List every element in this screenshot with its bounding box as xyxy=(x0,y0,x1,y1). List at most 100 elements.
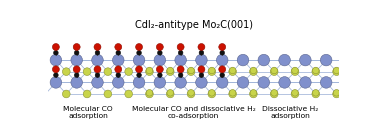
Circle shape xyxy=(196,54,207,66)
Circle shape xyxy=(312,68,320,75)
Circle shape xyxy=(54,73,58,77)
Circle shape xyxy=(175,77,186,88)
Circle shape xyxy=(73,43,80,50)
Circle shape xyxy=(71,77,82,88)
Circle shape xyxy=(154,54,166,66)
Circle shape xyxy=(136,66,143,73)
Circle shape xyxy=(71,54,82,66)
Circle shape xyxy=(333,67,340,74)
Circle shape xyxy=(83,68,91,75)
Circle shape xyxy=(292,90,298,96)
Circle shape xyxy=(95,50,100,55)
Circle shape xyxy=(116,73,121,77)
Circle shape xyxy=(158,50,162,55)
Circle shape xyxy=(104,68,112,75)
Circle shape xyxy=(158,73,162,77)
Text: CdI₂-antitype Mo₂C(001): CdI₂-antitype Mo₂C(001) xyxy=(135,20,253,30)
Circle shape xyxy=(54,50,58,55)
Circle shape xyxy=(321,77,332,88)
Circle shape xyxy=(219,66,226,73)
Circle shape xyxy=(92,77,103,88)
Circle shape xyxy=(249,90,257,98)
Circle shape xyxy=(166,68,174,75)
Circle shape xyxy=(250,90,257,96)
Circle shape xyxy=(270,68,278,75)
Circle shape xyxy=(136,43,143,50)
Circle shape xyxy=(217,54,228,66)
Circle shape xyxy=(146,67,153,74)
Circle shape xyxy=(229,68,237,75)
Circle shape xyxy=(209,90,215,96)
Circle shape xyxy=(271,90,277,96)
Text: Molecular CO and dissociative H₂
co-adsorption: Molecular CO and dissociative H₂ co-adso… xyxy=(132,106,256,119)
Circle shape xyxy=(92,54,103,66)
Circle shape xyxy=(279,77,290,88)
Circle shape xyxy=(196,77,207,88)
Circle shape xyxy=(209,67,215,74)
Circle shape xyxy=(291,90,299,98)
Circle shape xyxy=(237,54,249,66)
Circle shape xyxy=(146,90,153,96)
Circle shape xyxy=(62,68,70,75)
Circle shape xyxy=(333,68,341,75)
Circle shape xyxy=(166,90,174,98)
Circle shape xyxy=(125,68,133,75)
Circle shape xyxy=(178,73,183,77)
Circle shape xyxy=(104,90,112,98)
Circle shape xyxy=(115,66,122,73)
Circle shape xyxy=(313,67,319,74)
Circle shape xyxy=(300,54,311,66)
Circle shape xyxy=(229,67,236,74)
Circle shape xyxy=(312,90,320,98)
Circle shape xyxy=(258,54,270,66)
Circle shape xyxy=(178,50,183,55)
Circle shape xyxy=(220,73,225,77)
Circle shape xyxy=(199,50,204,55)
Circle shape xyxy=(249,68,257,75)
Circle shape xyxy=(113,54,124,66)
Circle shape xyxy=(62,90,70,98)
Text: Molecular CO
adsorption: Molecular CO adsorption xyxy=(64,106,113,119)
Circle shape xyxy=(313,90,319,96)
Circle shape xyxy=(217,77,228,88)
Circle shape xyxy=(333,90,340,96)
Circle shape xyxy=(188,90,194,96)
Circle shape xyxy=(199,73,204,77)
Circle shape xyxy=(94,43,101,50)
Circle shape xyxy=(113,77,124,88)
Circle shape xyxy=(279,54,290,66)
Circle shape xyxy=(83,90,91,98)
Circle shape xyxy=(208,68,216,75)
Circle shape xyxy=(187,90,195,98)
Circle shape xyxy=(177,43,184,50)
Circle shape xyxy=(175,54,186,66)
Circle shape xyxy=(137,50,141,55)
Circle shape xyxy=(187,68,195,75)
Circle shape xyxy=(300,77,311,88)
Circle shape xyxy=(156,43,163,50)
Circle shape xyxy=(333,90,341,98)
Circle shape xyxy=(250,67,257,74)
Circle shape xyxy=(229,90,237,98)
Circle shape xyxy=(188,67,194,74)
Circle shape xyxy=(198,43,205,50)
Circle shape xyxy=(74,50,79,55)
Circle shape xyxy=(229,90,236,96)
Circle shape xyxy=(167,90,174,96)
Circle shape xyxy=(133,77,145,88)
Circle shape xyxy=(271,67,277,74)
Circle shape xyxy=(125,90,133,98)
Circle shape xyxy=(167,67,174,74)
Circle shape xyxy=(220,50,225,55)
Circle shape xyxy=(237,77,249,88)
Circle shape xyxy=(146,68,153,75)
Circle shape xyxy=(270,90,278,98)
Circle shape xyxy=(50,77,62,88)
Circle shape xyxy=(94,66,101,73)
Text: Dissociative H₂
adsorption: Dissociative H₂ adsorption xyxy=(262,106,318,119)
Circle shape xyxy=(116,50,121,55)
Circle shape xyxy=(146,90,153,98)
Circle shape xyxy=(95,73,100,77)
Circle shape xyxy=(321,54,332,66)
Circle shape xyxy=(177,66,184,73)
